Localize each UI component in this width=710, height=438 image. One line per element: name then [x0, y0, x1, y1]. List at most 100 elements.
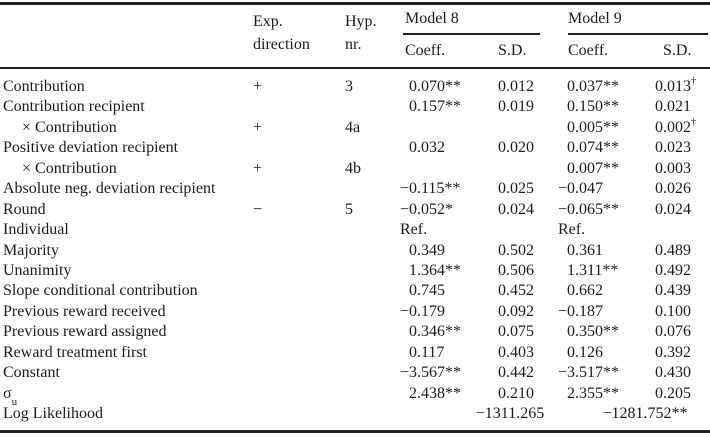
cell-model8-coeff: 0.157**	[409, 98, 461, 116]
cell-model8-sd: 0.025	[498, 180, 534, 198]
cell-model9-coeff: 0.150**	[567, 98, 619, 116]
row-sigma-u: σu 2.438** 0.210 2.355** 0.205	[0, 384, 710, 408]
cell-model8-coeff: −0.052*	[400, 200, 454, 218]
row-majority: Majority 0.349 0.502 0.361 0.489	[0, 241, 710, 261]
header-exp-line2: direction	[253, 35, 310, 53]
cell-model9-coeff: 0.074**	[567, 139, 619, 157]
cell-model9-sd: 0.100	[655, 302, 691, 320]
cell-model8-coeff: 0.349	[409, 241, 445, 259]
row-reward-treatment-first: Reward treatment first 0.117 0.403 0.126…	[0, 343, 710, 363]
cell-exp-direction: +	[253, 159, 263, 177]
header-bottom-rule	[0, 67, 710, 69]
cell-model9-sd: 0.013†	[655, 75, 697, 95]
cell-label: × Contribution	[22, 118, 117, 136]
cell-model8-coeff: 0.117	[409, 343, 445, 361]
table-body: Contribution + 3 0.070** 0.012 0.037** 0…	[0, 75, 710, 424]
cell-model9-sd: 0.205	[655, 384, 691, 402]
cell-hyp-nr: 4a	[345, 118, 361, 136]
cell-model8-coeff: −3.567**	[400, 364, 462, 382]
cell-model9-sd: 0.003	[655, 159, 691, 177]
cell-label: Slope conditional contribution	[3, 282, 198, 300]
cell-model9-sd: 0.021	[655, 98, 691, 116]
cell-model8-log-likelihood: −1311.265	[475, 405, 545, 422]
cell-label: Positive deviation recipient	[3, 139, 179, 157]
cell-exp-direction: +	[253, 118, 263, 136]
cell-hyp-nr: 5	[345, 200, 353, 218]
cell-model9-coeff: 0.361	[567, 241, 603, 259]
cell-model8-coeff: 2.438**	[409, 384, 461, 402]
cell-model8-coeff: 0.745	[409, 282, 445, 300]
model8-header-underline	[403, 33, 540, 35]
cell-model9-sd: 0.430	[655, 364, 691, 382]
cell-label: Previous reward received	[3, 302, 166, 320]
cell-model9-sd: 0.024	[655, 200, 691, 218]
cell-label: Previous reward assigned	[3, 323, 167, 341]
header-model8: Model 8	[405, 10, 459, 27]
header-hyp-line1: Hyp.	[345, 13, 377, 30]
cell-model9-coeff: 1.311**	[567, 261, 619, 279]
table-top-rule	[0, 2, 710, 5]
cell-model8-sd: 0.024	[498, 200, 534, 218]
row-log-likelihood: Log Likelihood −1311.265 −1281.752**	[0, 404, 710, 424]
cell-model9-sd: 0.439	[655, 282, 691, 300]
header-exp-line1: Exp.	[253, 13, 283, 30]
header-model8-sd: S.D.	[498, 42, 527, 59]
cell-model9-sd: 0.492	[655, 261, 691, 279]
cell-model9-sd: 0.023	[655, 139, 691, 157]
cell-model8-sd: 0.019	[498, 98, 534, 116]
cell-exp-direction: +	[253, 78, 263, 95]
cell-label: Unanimity	[3, 261, 72, 279]
cell-model8-sd: 0.075	[498, 323, 534, 341]
row-positive-deviation-recipient: Positive deviation recipient 0.032 0.020…	[0, 138, 710, 158]
cell-model9-coeff: −0.047	[558, 180, 604, 198]
cell-hyp-nr: 4b	[345, 159, 361, 177]
header-model9: Model 9	[568, 10, 622, 27]
cell-model9-coeff: 0.126	[567, 343, 603, 361]
cell-label: Constant	[3, 364, 60, 382]
cell-model9-log-likelihood: −1281.752**	[602, 405, 688, 422]
cell-model8-coeff: 0.070**	[409, 78, 461, 95]
row-previous-reward-assigned: Previous reward assigned 0.346** 0.075 0…	[0, 322, 710, 342]
cell-hyp-nr: 3	[345, 78, 353, 95]
cell-model9-coeff: −0.065**	[558, 200, 620, 218]
cell-model8-coeff: 1.364**	[409, 261, 461, 279]
cell-model8-coeff: −0.115**	[400, 180, 461, 198]
row-slope-conditional-contribution: Slope conditional contribution 0.745 0.4…	[0, 281, 710, 301]
header-model9-sd: S.D.	[663, 42, 692, 59]
cell-model8-sd: 0.403	[498, 343, 534, 361]
model9-header-underline	[568, 33, 708, 35]
cell-model8-coeff: Ref.	[400, 221, 428, 239]
row-absolute-neg-deviation-recipient: Absolute neg. deviation recipient −0.115…	[0, 179, 710, 199]
row-contribution-recipient-x-contribution: × Contribution + 4a 0.005** 0.002†	[0, 117, 710, 138]
cell-label: Contribution recipient	[3, 98, 145, 116]
cell-model8-coeff: −0.179	[400, 302, 446, 320]
cell-exp-direction: −	[253, 200, 263, 218]
cell-label: Reward treatment first	[3, 343, 147, 361]
row-previous-reward-received: Previous reward received −0.179 0.092 −0…	[0, 302, 710, 322]
cell-model9-coeff: 0.662	[567, 282, 603, 300]
cell-label: Absolute neg. deviation recipient	[3, 180, 216, 198]
header-hyp-nr: Hyp. nr.	[345, 11, 377, 56]
cell-model9-coeff: −3.517**	[558, 364, 620, 382]
row-contribution: Contribution + 3 0.070** 0.012 0.037** 0…	[0, 75, 710, 97]
cell-model9-coeff: 0.007**	[567, 159, 619, 177]
cell-model9-coeff: 2.355**	[567, 384, 619, 402]
cell-model9-coeff: 0.005**	[567, 118, 619, 136]
cell-model8-sd: 0.506	[498, 261, 534, 279]
cell-label: × Contribution	[22, 159, 117, 177]
cell-label: Round	[3, 200, 46, 218]
cell-model9-sd: 0.489	[655, 241, 691, 259]
table-bottom-rule	[0, 429, 710, 433]
row-round: Round − 5 −0.052* 0.024 −0.065** 0.024	[0, 200, 710, 220]
header-model8-coeff: Coeff.	[405, 42, 446, 59]
cell-model9-sd: 0.026	[655, 180, 691, 198]
row-individual: Individual Ref. Ref.	[0, 220, 710, 240]
cell-model8-sd: 0.210	[498, 384, 534, 402]
cell-model8-sd: 0.502	[498, 241, 534, 259]
cell-label: Majority	[3, 241, 59, 259]
cell-model9-sd: 0.076	[655, 323, 691, 341]
cell-model8-sd: 0.452	[498, 282, 534, 300]
cell-label-sigma-u: σu	[3, 384, 18, 408]
cell-label: Individual	[3, 221, 69, 239]
